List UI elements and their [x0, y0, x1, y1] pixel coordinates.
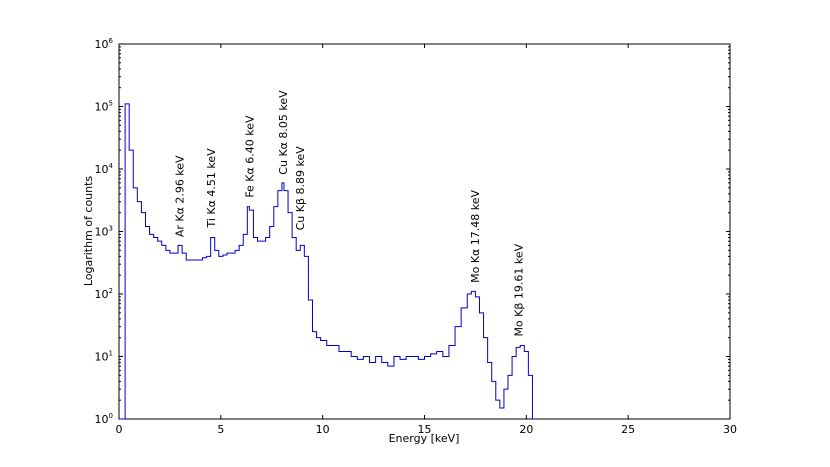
- peak-annotation-5: Mo Kα 17.48 keV: [469, 189, 482, 282]
- y-tick-label: 100: [95, 412, 113, 426]
- x-tick-label: 0: [116, 423, 123, 436]
- y-tick-label: 101: [95, 350, 113, 364]
- y-tick-label: 102: [95, 287, 113, 301]
- x-tick-label: 5: [217, 423, 224, 436]
- peak-annotation-1: Ti Kα 4.51 keV: [205, 148, 218, 229]
- x-tick-label: 15: [418, 423, 432, 436]
- y-tick-label: 103: [95, 225, 113, 239]
- peak-annotation-4: Cu Kβ 8.89 keV: [294, 146, 307, 231]
- y-axis-ticks: 100 101 102 103 104 105 106: [95, 37, 730, 426]
- peak-annotations: Ar Kα 2.96 keV Ti Kα 4.51 keV Fe Kα 6.40 k…: [173, 90, 525, 337]
- x-tick-label: 30: [723, 423, 737, 436]
- x-tick-label: 20: [519, 423, 533, 436]
- x-tick-label: 10: [316, 423, 330, 436]
- x-tick-label: 25: [621, 423, 635, 436]
- x-axis-label: Energy [keV]: [389, 432, 460, 445]
- spectrum-series-line: [119, 103, 535, 420]
- y-tick-label: 106: [95, 37, 114, 51]
- peak-annotation-0: Ar Kα 2.96 keV: [173, 155, 186, 237]
- y-tick-label: 105: [95, 100, 113, 114]
- peak-annotation-6: Mo Kβ 19.61 keV: [512, 243, 525, 336]
- y-tick-label: 104: [95, 162, 114, 176]
- x-axis-ticks: 0 5 10 15 20 25 30: [116, 44, 737, 436]
- plot-area: [118, 43, 731, 420]
- y-axis-label: Logarithm of counts: [82, 176, 95, 287]
- peak-annotation-2: Fe Kα 6.40 keV: [243, 115, 256, 198]
- peak-annotation-3: Cu Kα 8.05 keV: [277, 90, 290, 175]
